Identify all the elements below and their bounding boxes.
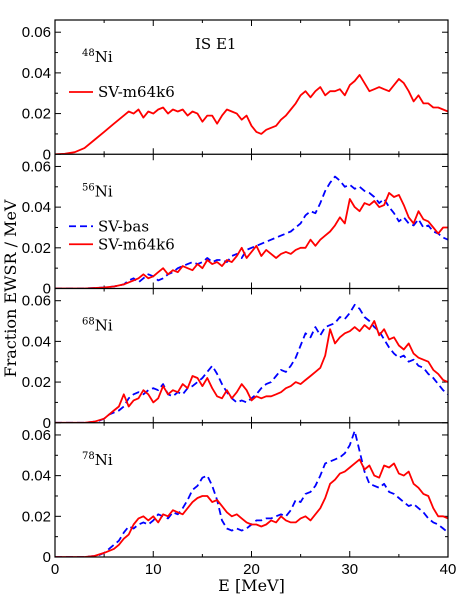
y-tick-label: 0.02 (22, 508, 51, 525)
panel-68ni: 0 0.02 0.04 0.06 68Ni (22, 288, 449, 432)
series-sv-bas (55, 175, 448, 289)
nucleus-mass: 68 (82, 317, 95, 328)
y-tick-label: 0.06 (22, 24, 51, 41)
panel-annotation: IS E1 (195, 35, 236, 53)
nucleus-mass: 78 (82, 451, 95, 462)
legend-label: SV-m64k6 (98, 235, 175, 253)
x-tick-label: 40 (440, 561, 457, 578)
x-tick-label: 0 (51, 561, 59, 578)
y-tick-label: 0.02 (22, 106, 51, 123)
y-axis-title: Fraction EWSR / MeV (1, 199, 20, 377)
nucleus-symbol: Ni (95, 48, 113, 66)
y-tick-label: 0.06 (22, 427, 51, 444)
y-tick-label: 0.04 (22, 468, 51, 485)
series-sv-m64k6 (55, 191, 448, 289)
y-tick-label: 0 (43, 415, 51, 432)
nucleus-symbol: Ni (95, 317, 113, 335)
x-tick-label: 10 (145, 561, 162, 578)
series-sv-m64k6 (55, 74, 448, 155)
panel-78ni: 0 0.02 0.04 0.06 78Ni (22, 422, 449, 566)
nucleus-label: 68Ni (82, 317, 113, 335)
series-sv-bas (55, 429, 448, 557)
y-tick-label: 0 (43, 146, 51, 163)
nucleus-mass: 48 (82, 48, 95, 59)
series-sv-m64k6 (55, 320, 448, 423)
y-tick-label: 0.06 (22, 158, 51, 175)
nucleus-symbol: Ni (95, 182, 113, 200)
y-tick-label: 0.04 (22, 199, 51, 216)
series-sv-bas (55, 303, 448, 423)
nucleus-label: 78Ni (82, 451, 113, 469)
y-tick-label: 0.06 (22, 293, 51, 310)
legend-label: SV-bas (98, 217, 149, 235)
nucleus-mass: 56 (82, 182, 95, 193)
nucleus-label: 48Ni (82, 48, 113, 66)
x-tick-label: 30 (341, 561, 358, 578)
nucleus-label: 56Ni (82, 182, 113, 200)
x-axis: 0 10 20 30 40 (51, 561, 457, 578)
x-axis-title: E [MeV] (218, 576, 285, 595)
nucleus-symbol: Ni (95, 451, 113, 469)
series-sv-m64k6 (55, 458, 448, 557)
y-tick-label: 0 (43, 549, 51, 566)
legend-label: SV-m64k6 (98, 83, 175, 101)
y-tick-label: 0.02 (22, 374, 51, 391)
x-tick-label: 20 (243, 561, 260, 578)
y-tick-label: 0 (43, 281, 51, 298)
y-tick-label: 0.02 (22, 240, 51, 257)
chart-frame (54, 19, 449, 558)
panel-48ni: 0 0.02 0.04 0.06 48Ni IS E1 SV-m64k6 (22, 20, 449, 163)
y-tick-label: 0.04 (22, 65, 51, 82)
y-tick-label: 0.04 (22, 333, 51, 350)
